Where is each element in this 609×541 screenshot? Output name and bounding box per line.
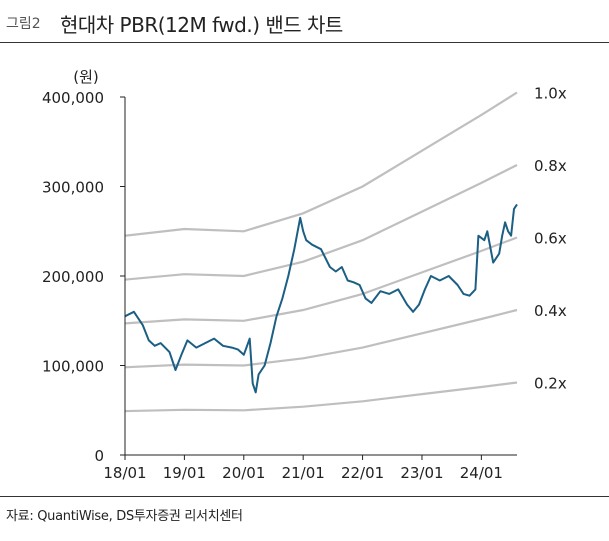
figure-label: 그림2 [6,16,41,32]
band-line-0-4x [124,308,518,369]
y-tick-label: 200,000 [42,268,104,286]
band-labels: 0.2x 0.4x 0.6x 0.8x 1.0x [534,85,567,393]
pbr-band-chart: 0 100,000 200,000 300,000 400,000 (원) 18/01 19/… [42,68,567,482]
source-note: 자료: QuantiWise, DS투자증권 리서치센터 [6,509,243,524]
figure-title: 현대차 PBR(12M fwd.) 밴드 차트 [60,13,343,37]
x-tick-label: 22/01 [341,464,384,482]
x-tick-label: 21/01 [282,464,325,482]
figure-header: 그림2 현대차 PBR(12M fwd.) 밴드 차트 [0,4,609,38]
band-line-0-6x [124,236,518,325]
bottom-divider [0,496,609,497]
top-divider [0,42,609,43]
price-line-group [124,203,518,394]
band-label-1-0x: 1.0x [534,85,567,103]
y-axis-unit: (원) [73,68,99,86]
x-tick-label: 24/01 [460,464,503,482]
x-tick-label: 20/01 [222,464,265,482]
y-tick-label: 100,000 [42,358,104,376]
chart-axes: 0 100,000 200,000 300,000 400,000 (원) 18/01 19/… [42,68,517,482]
y-tick-label: 300,000 [42,179,104,197]
band-label-0-2x: 0.2x [534,375,567,393]
band-line-1-0x [124,91,518,237]
y-tick-label: 0 [94,447,104,465]
band-line-0-2x [124,381,518,413]
y-tick-label: 400,000 [42,89,104,107]
band-label-0-4x: 0.4x [534,302,567,320]
band-lines [124,91,518,413]
price-line [124,203,518,394]
x-tick-label: 18/01 [103,464,146,482]
x-tick-label: 19/01 [163,464,206,482]
band-label-0-6x: 0.6x [534,230,567,248]
band-line-0-8x [124,164,518,281]
band-label-0-8x: 0.8x [534,157,567,175]
x-tick-label: 23/01 [400,464,443,482]
